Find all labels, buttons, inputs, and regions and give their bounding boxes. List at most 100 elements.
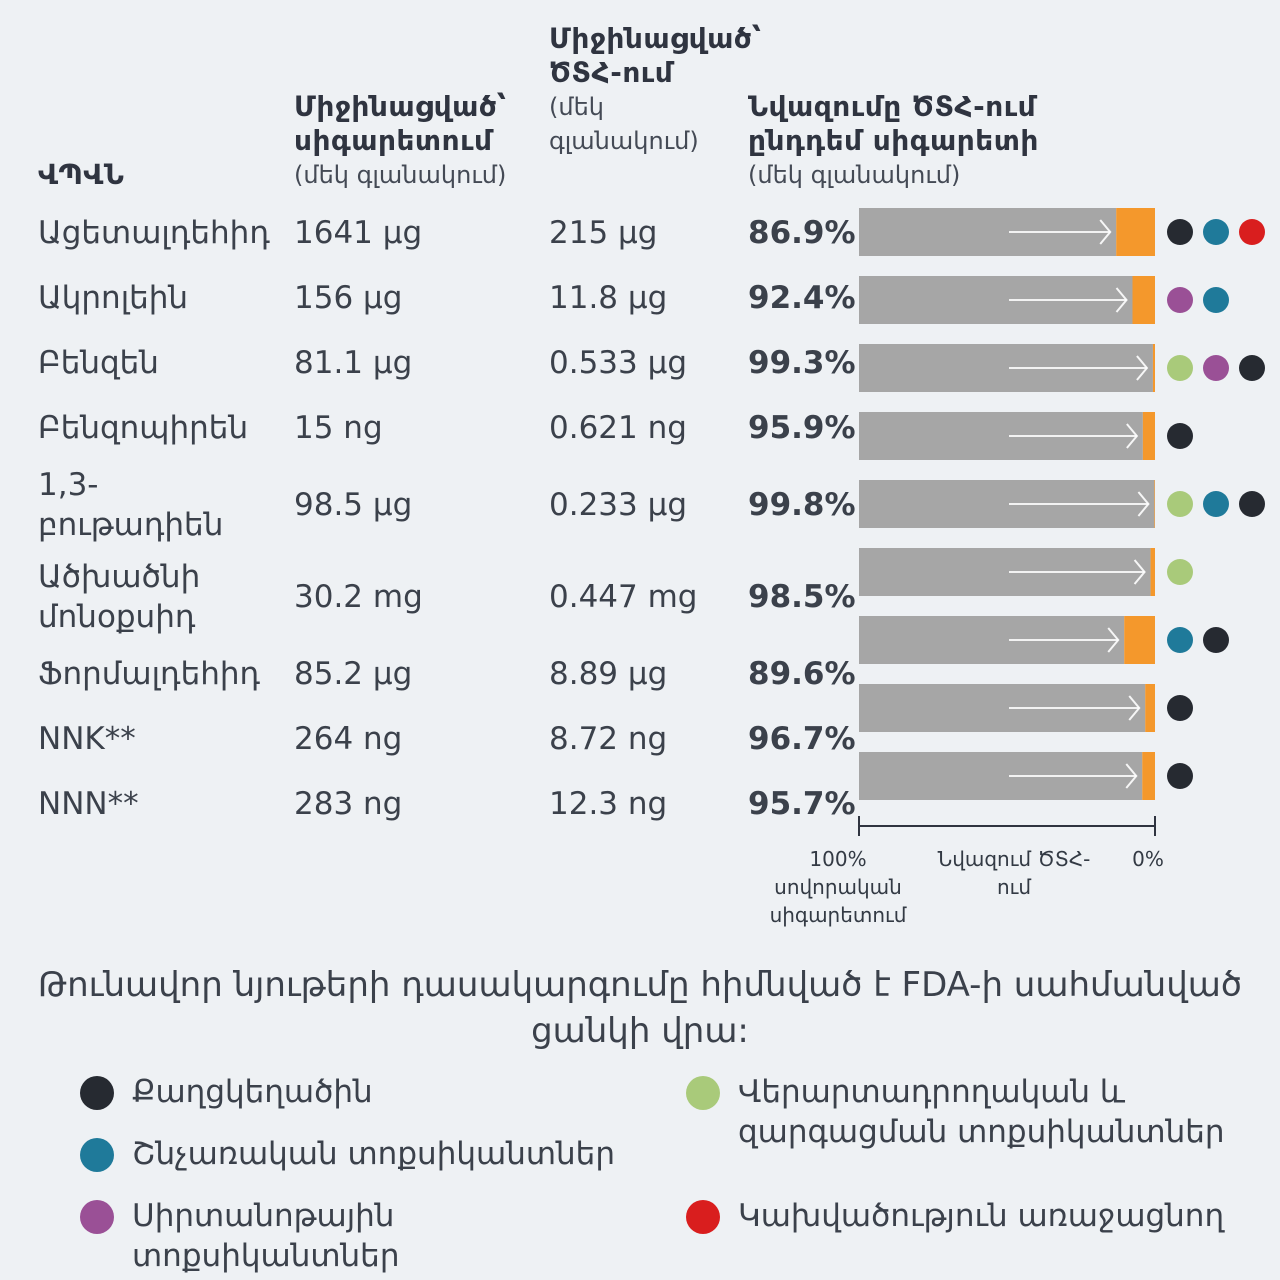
row-name: NNN** <box>38 786 139 822</box>
bar-orange <box>1152 344 1155 392</box>
row-reduction-pct: 98.5% <box>748 579 856 615</box>
legend-item-reproductive: Վերարտադրողական և զարգացման տոքսիկանտներ <box>686 1072 1246 1152</box>
row-cigarette-value: 283 ng <box>294 786 403 822</box>
row-htp-value: 0.233 µg <box>549 487 688 523</box>
bar-orange <box>1124 616 1155 664</box>
bar-arrow-head <box>1126 423 1139 449</box>
tag-dot-carcinogen <box>1167 219 1193 245</box>
legend-title: Թունավոր նյութերի դասակարգումը հիմնված է… <box>37 965 1243 1051</box>
bar-arrow-head <box>1125 763 1138 789</box>
bar-orange <box>1150 548 1155 596</box>
bar-orange <box>1154 480 1155 528</box>
row-reduction-pct: 95.9% <box>748 410 856 446</box>
header-col-htp: Միջինացված՝ ԾՏՀ-ում (մեկ գլանակում) <box>549 22 762 158</box>
legend-label-reproductive: Վերարտադրողական և զարգացման տոքսիկանտներ <box>738 1074 1225 1150</box>
axis-mid-text: Նվազում ԾՏՀ-ում <box>937 847 1091 899</box>
row-name: 1,3-բութադիեն <box>38 467 224 543</box>
legend-label-carcinogen: Քաղցկեղածին <box>132 1074 373 1110</box>
header-col-cigarette: Միջինացված՝ սիգարետում (մեկ գլանակում) <box>294 90 544 192</box>
bar-arrow-head <box>1128 695 1141 721</box>
legend-label-respiratory: Շնչառական տոքսիկանտներ <box>132 1136 615 1172</box>
tag-dot-carcinogen <box>1167 695 1193 721</box>
header-col-cigarette-sub: (մեկ գլանակում) <box>294 161 507 189</box>
bar-orange <box>1116 208 1155 256</box>
row-htp-value: 0.533 µg <box>549 345 688 381</box>
tag-dot-addictive <box>1239 219 1265 245</box>
header-col-htp-title: Միջինացված՝ ԾՏՀ-ում <box>549 22 762 89</box>
row-htp-value: 0.447 mg <box>549 579 698 615</box>
row-cigarette-value: 156 µg <box>294 280 403 316</box>
axis-left-text: սովորական սիգարետում <box>769 875 907 927</box>
row-cigarette-value: 1641 µg <box>294 215 423 251</box>
row-cigarette-value: 81.1 µg <box>294 345 413 381</box>
row-reduction-pct: 99.8% <box>748 487 856 523</box>
tag-dot-reproductive <box>1167 559 1193 585</box>
header-col-reduction-title: Նվազումը ԾՏՀ-ում ընդդեմ սիգարետի <box>748 90 1039 157</box>
legend-item-respiratory: Շնչառական տոքսիկանտներ <box>80 1134 660 1174</box>
header-col-htp-sub: (մեկ գլանակում) <box>549 93 699 155</box>
row-reduction-pct: 89.6% <box>748 656 856 692</box>
row-htp-value: 0.621 ng <box>549 410 687 446</box>
legend-label-addictive: Կախվածություն առաջացնող <box>738 1198 1225 1234</box>
tag-dot-cardiovascular <box>1167 287 1193 313</box>
row-name: Ֆորմալդեհիդ <box>38 656 261 692</box>
row-cigarette-value: 85.2 µg <box>294 656 413 692</box>
bar-arrow-head <box>1115 287 1128 313</box>
bar-orange <box>1132 276 1155 324</box>
tag-dot-respiratory <box>1167 627 1193 653</box>
legend-dot-respiratory <box>80 1138 114 1172</box>
legend-dot-reproductive <box>686 1076 720 1110</box>
bar-orange <box>1142 752 1155 800</box>
header-col-compound: ՎՊՎՆ <box>38 158 278 192</box>
row-htp-value: 12.3 ng <box>549 786 668 822</box>
row-cigarette-value: 15 ng <box>294 410 383 446</box>
axis-mid-label: Նվազում ԾՏՀ-ում <box>930 845 1098 901</box>
row-cigarette-value: 98.5 µg <box>294 487 413 523</box>
row-cigarette-value: 264 ng <box>294 721 403 757</box>
axis-left-label: 100% սովորական սիգարետում <box>752 845 924 929</box>
row-reduction-pct: 95.7% <box>748 786 856 822</box>
header-col-cigarette-title: Միջինացված՝ սիգարետում <box>294 90 507 157</box>
row-htp-value: 11.8 µg <box>549 280 668 316</box>
row-name: Բենզեն <box>38 345 159 381</box>
tag-dot-carcinogen <box>1239 491 1265 517</box>
row-cigarette-value: 30.2 mg <box>294 579 423 615</box>
legend-dot-carcinogen <box>80 1076 114 1110</box>
legend-label-cardiovascular: Սիրտանոթային տոքսիկանտներ <box>132 1198 400 1274</box>
row-reduction-pct: 86.9% <box>748 215 856 251</box>
legend-item-addictive: Կախվածություն առաջացնող <box>686 1196 1246 1236</box>
legend-item-carcinogen: Քաղցկեղածին <box>80 1072 640 1112</box>
header-col-reduction-sub: (մեկ գլանակում) <box>748 161 961 189</box>
bar-arrow-head <box>1136 355 1149 381</box>
tag-dot-carcinogen <box>1203 627 1229 653</box>
legend-dot-addictive <box>686 1200 720 1234</box>
bar-orange <box>1145 684 1155 732</box>
tag-dot-reproductive <box>1167 355 1193 381</box>
row-name: Ացետալդեհիդ <box>38 215 270 251</box>
axis-right-pct: 0% <box>1132 847 1164 871</box>
tag-dot-carcinogen <box>1167 763 1193 789</box>
tag-dot-respiratory <box>1203 287 1229 313</box>
header-col-compound-title: ՎՊՎՆ <box>38 158 125 191</box>
tag-dot-reproductive <box>1167 491 1193 517</box>
row-htp-value: 215 µg <box>549 215 658 251</box>
reduction-bar-chart <box>858 208 1265 836</box>
legend-dot-cardiovascular <box>80 1200 114 1234</box>
row-htp-value: 8.72 ng <box>549 721 668 757</box>
axis-left-pct: 100% <box>809 847 867 871</box>
bar-arrow-head <box>1107 627 1120 653</box>
tag-dot-respiratory <box>1203 219 1229 245</box>
row-name: NNK** <box>38 721 136 757</box>
bar-arrow-head <box>1137 491 1150 517</box>
row-name: Բենզոպիրեն <box>38 410 249 446</box>
header-col-reduction: Նվազումը ԾՏՀ-ում ընդդեմ սիգարետի (մեկ գլ… <box>748 90 1078 192</box>
tag-dot-cardiovascular <box>1203 355 1229 381</box>
tag-dot-carcinogen <box>1167 423 1193 449</box>
row-htp-value: 8.89 µg <box>549 656 668 692</box>
row-name: Ածխածնի մոնօքսիդ <box>38 559 201 635</box>
row-reduction-pct: 96.7% <box>748 721 856 757</box>
row-reduction-pct: 92.4% <box>748 280 856 316</box>
axis-right-label: 0% <box>1124 845 1172 873</box>
bar-orange <box>1142 412 1155 460</box>
row-reduction-pct: 99.3% <box>748 345 856 381</box>
